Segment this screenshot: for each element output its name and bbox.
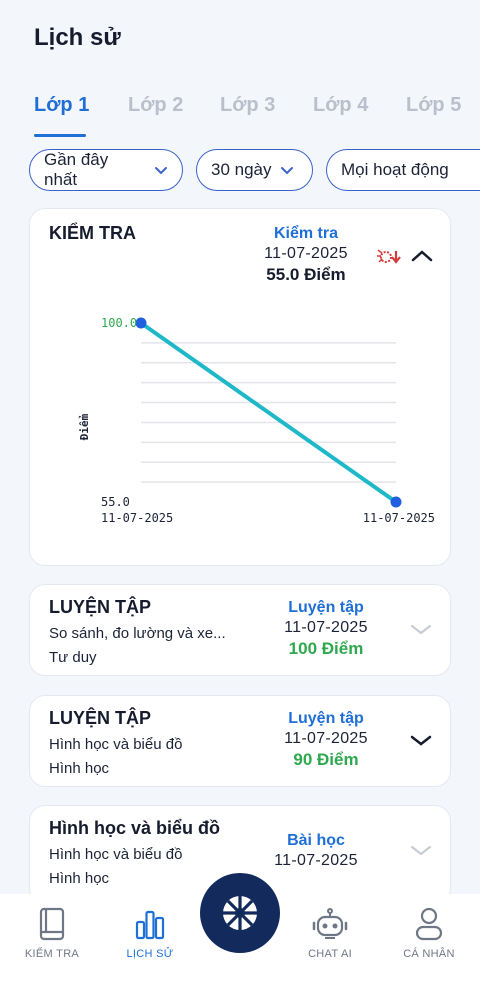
tab-lop-2[interactable]: Lớp 2: [128, 94, 184, 116]
data-point-2[interactable]: [390, 496, 402, 508]
history-category: Hình học: [49, 870, 110, 887]
tab-lop-1[interactable]: Lớp 1: [34, 94, 90, 116]
nav-label: KIỂM TRA: [24, 948, 80, 960]
test-card-summary: Kiểm tra 11-07-2025 55.0 Điểm: [216, 225, 396, 285]
test-card[interactable]: KIỂM TRA Kiểm tra 11-07-2025 55.0 Điểm Đ…: [29, 208, 451, 566]
chevron-down-icon[interactable]: [410, 734, 432, 748]
nav-lich-su[interactable]: LỊCH SỬ: [105, 906, 195, 960]
wheel-icon: [223, 896, 257, 930]
sort-filter-label: Gần đây nhất: [44, 150, 109, 189]
collapse-chevron-up-icon[interactable]: [410, 249, 434, 263]
history-category: Tư duy: [49, 649, 97, 666]
history-summary: Bài học 11-07-2025: [226, 832, 406, 870]
nav-ca-nhan[interactable]: CÁ NHÂN: [384, 906, 474, 960]
test-type: Kiểm tra: [273, 225, 339, 242]
nav-label: CÁ NHÂN: [403, 948, 455, 960]
x-tick-label-2: 11-07-2025: [363, 511, 435, 525]
chevron-down-icon[interactable]: [410, 844, 432, 858]
test-score: 55.0 Điểm: [266, 265, 346, 284]
history-title: Hình học và biểu đồ: [49, 818, 221, 838]
score-series-line: [139, 321, 398, 504]
history-date: 11-07-2025: [284, 619, 368, 636]
history-summary: Luyện tập 11-07-2025 90 Điểm: [236, 710, 416, 770]
page-title: Lịch sử: [34, 24, 121, 51]
history-date: 11-07-2025: [284, 730, 368, 747]
y-tick-label-max: 100.0: [101, 316, 137, 330]
test-date: 11-07-2025: [264, 245, 348, 262]
book-icon: [39, 907, 65, 941]
range-filter-label: 30 ngày: [211, 160, 272, 179]
bar-chart-icon: [135, 910, 165, 940]
history-type: Bài học: [287, 832, 345, 849]
center-action-button[interactable]: [200, 873, 280, 953]
history-topic: So sánh, đo lường và xe...: [49, 625, 226, 642]
test-card-title: KIỂM TRA: [49, 223, 136, 243]
history-type: Luyện tập: [288, 710, 364, 727]
nav-kiem-tra[interactable]: KIỂM TRA: [7, 906, 97, 960]
nav-label: LỊCH SỬ: [126, 948, 174, 960]
history-title: LUYỆN TẬP: [49, 597, 152, 617]
history-score: 90 Điểm: [293, 750, 359, 769]
sort-filter[interactable]: Gần đây nhất: [29, 149, 183, 191]
chart-grid: [141, 342, 396, 483]
robot-icon: [312, 908, 348, 939]
y-tick-label-min: 55.0: [101, 495, 130, 509]
score-down-icon: [377, 249, 401, 264]
y-axis-label: Điểm: [78, 413, 91, 440]
history-item-1[interactable]: LUYỆN TẬP So sánh, đo lường và xe... Tư …: [29, 584, 451, 676]
user-icon: [415, 907, 443, 941]
nav-chat-ai[interactable]: CHAT AI: [285, 906, 375, 960]
history-title: LUYỆN TẬP: [49, 708, 152, 728]
history-score: 100 Điểm: [288, 639, 364, 658]
history-topic: Hình học và biểu đồ: [49, 736, 183, 753]
activity-filter-label: Mọi hoạt động: [341, 160, 449, 179]
tab-lop-3[interactable]: Lớp 3: [220, 94, 276, 116]
score-chart: Điểm 100.0 55.0 11-07-2025 11-07-2025: [78, 316, 435, 525]
history-type: Luyện tập: [288, 599, 364, 616]
active-tab-indicator: [34, 134, 86, 137]
chevron-down-icon[interactable]: [410, 623, 432, 637]
chevron-down-icon: [280, 167, 293, 175]
history-date: 11-07-2025: [274, 852, 358, 869]
chevron-down-icon: [155, 167, 168, 175]
tab-lop-5[interactable]: Lớp 5: [406, 94, 462, 116]
nav-label: CHAT AI: [308, 948, 352, 960]
activity-filter[interactable]: Mọi hoạt động: [326, 149, 480, 191]
history-item-2[interactable]: LUYỆN TẬP Hình học và biểu đồ Hình học L…: [29, 695, 451, 787]
data-point-1[interactable]: [135, 317, 147, 329]
class-tabs: Lớp 1 Lớp 2 Lớp 3 Lớp 4 Lớp 5: [0, 90, 480, 140]
history-category: Hình học: [49, 760, 110, 777]
tab-lop-4[interactable]: Lớp 4: [313, 94, 369, 116]
history-topic: Hình học và biểu đồ: [49, 846, 183, 863]
x-tick-label-1: 11-07-2025: [101, 511, 173, 525]
history-summary: Luyện tập 11-07-2025 100 Điểm: [236, 599, 416, 659]
range-filter[interactable]: 30 ngày: [196, 149, 313, 191]
